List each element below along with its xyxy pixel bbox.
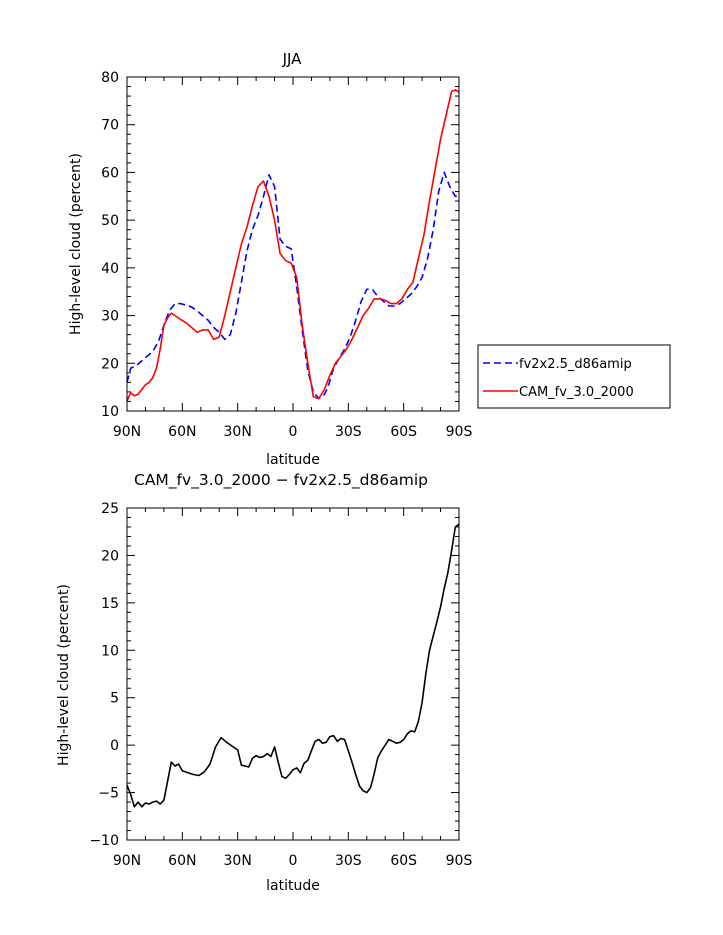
- top-y-tick-label-80: 80: [101, 70, 119, 86]
- legend-label-CAM_fv_3.0_2000: CAM_fv_3.0_2000: [519, 385, 634, 400]
- legend-box: [477, 344, 671, 409]
- top-y-tick-label-70: 70: [101, 118, 119, 134]
- top-plot-frame: [126, 76, 460, 412]
- top-x-tick-label-90S: 90S: [446, 424, 473, 440]
- top-series-line-CAM_fv_3.0_2000: [126, 89, 460, 402]
- bottom-x-tick-label-0: 0: [289, 853, 298, 869]
- bottom-title: CAM_fv_3.0_2000 − fv2x2.5_d86amip: [134, 471, 428, 490]
- bottom-x-tick-label-60S: 60S: [390, 853, 417, 869]
- top-y-tick-label-40: 40: [101, 261, 119, 277]
- bottom-x-tick-label-90N: 90N: [113, 853, 141, 869]
- bottom-y-tick-label-15: 15: [101, 596, 119, 612]
- top-panel: JJA 90N 60N 30N 0 30S 60S 90S1020304050607080 …: [68, 50, 671, 468]
- bottom-y-tick-label-20: 20: [101, 548, 119, 564]
- bottom-x-tick-label-30N: 30N: [224, 853, 252, 869]
- bottom-y-axis-label: High-level cloud (percent): [56, 584, 72, 766]
- top-x-tick-label-30S: 30S: [335, 424, 362, 440]
- bottom-x-tick-label-30S: 30S: [335, 853, 362, 869]
- top-x-tick-label-60N: 60N: [168, 424, 196, 440]
- legend: fv2x2.5_d86amip CAM_fv_3.0_2000: [477, 344, 671, 409]
- bottom-y-tick-label-10: 10: [101, 643, 119, 659]
- bottom-y-tick-label-5: 5: [110, 691, 119, 707]
- bottom-plot-frame: [126, 507, 460, 841]
- top-y-tick-label-20: 20: [101, 356, 119, 372]
- bottom-x-tick-label-90S: 90S: [446, 853, 473, 869]
- top-y-tick-label-60: 60: [101, 165, 119, 181]
- bottom-x-tick-label-60N: 60N: [168, 853, 196, 869]
- top-y-tick-label-50: 50: [101, 213, 119, 229]
- bottom-y-tick-label-0: 0: [110, 738, 119, 754]
- top-series-line-fv2x2.5_d86amip: [126, 171, 459, 400]
- top-x-tick-label-90N: 90N: [113, 424, 141, 440]
- bottom-y-tick-label--5: −5: [98, 786, 119, 802]
- bottom-x-axis-label: latitude: [266, 878, 320, 894]
- bottom-panel: CAM_fv_3.0_2000 − fv2x2.5_d86amip 90N 60N…: [56, 471, 472, 894]
- top-y-axis-label: High-level cloud (percent): [68, 153, 84, 335]
- top-y-tick-label-10: 10: [101, 404, 119, 420]
- bottom-y-tick-label--10: −10: [89, 833, 119, 849]
- top-x-tick-label-30N: 30N: [224, 424, 252, 440]
- top-y-tick-label-30: 30: [101, 309, 119, 325]
- bottom-series-line-difference: [126, 523, 460, 808]
- top-x-tick-label-0: 0: [289, 424, 298, 440]
- bottom-y-tick-label-25: 25: [101, 501, 119, 517]
- top-title: JJA: [282, 50, 303, 68]
- legend-label-fv2x2.5_d86amip: fv2x2.5_d86amip: [519, 357, 632, 372]
- top-x-tick-label-60S: 60S: [390, 424, 417, 440]
- top-x-axis-label: latitude: [266, 452, 320, 468]
